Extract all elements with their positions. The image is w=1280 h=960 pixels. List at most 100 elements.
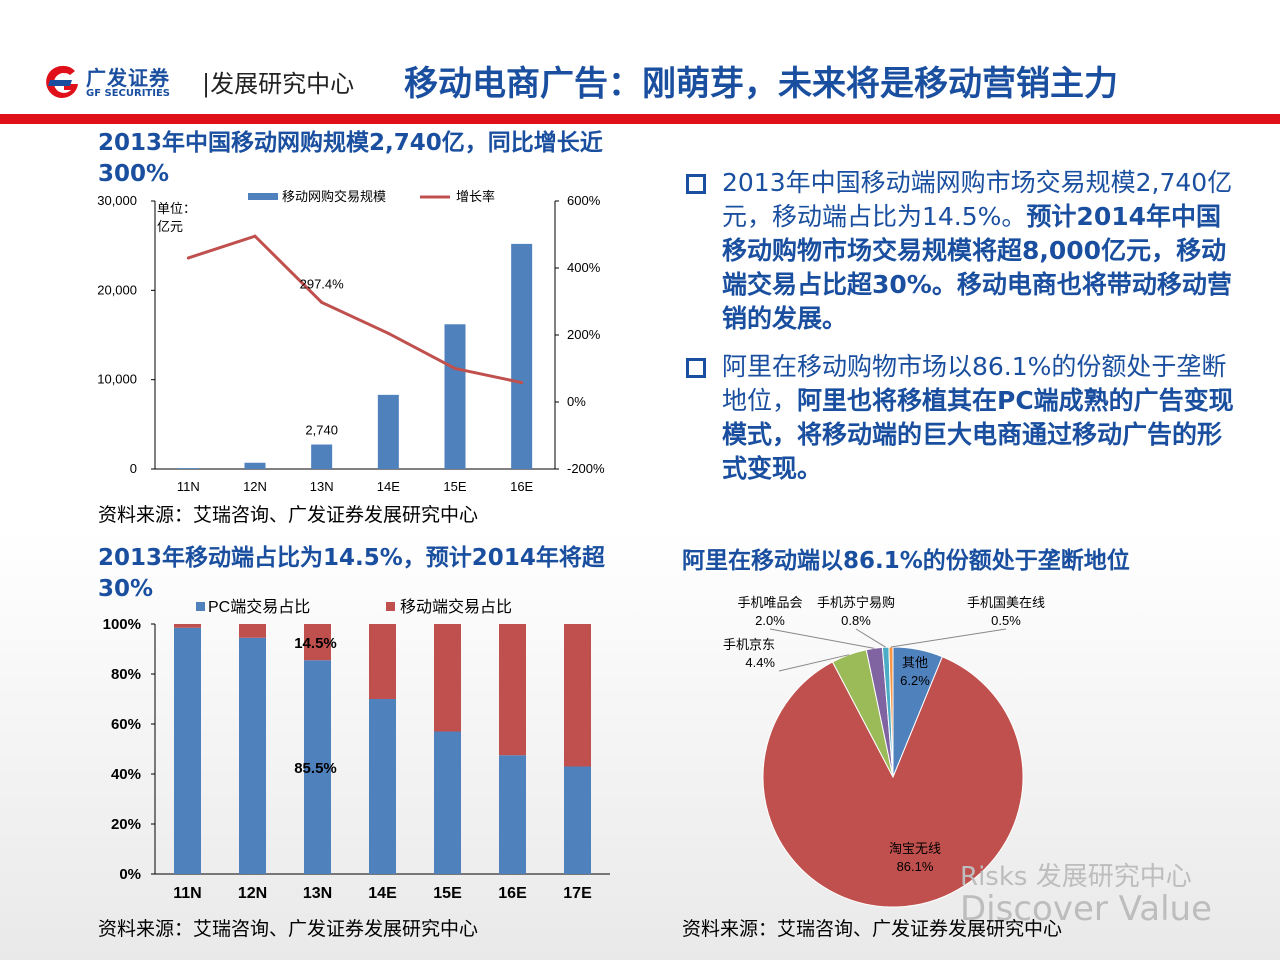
legend-swatch-pc — [196, 602, 205, 611]
chart2-mobile-share-stacked: 0% 20% 40% 60% 80% 100% 11N 12N 13N 14E 15E 16E 17E 1… — [103, 598, 610, 902]
growth-point — [320, 300, 324, 304]
gf-logo-icon — [46, 65, 78, 98]
slice-label: 86.1% — [897, 859, 934, 874]
slice-label: 0.8% — [841, 613, 871, 628]
x-tick-label: 11N — [173, 885, 201, 902]
chart2-source: 资料来源：艾瑞咨询、广发证券发展研究中心 — [98, 918, 479, 940]
gf-logo: 广发证券 GF SECURITIES — [42, 60, 192, 104]
y-tick-label: 30,000 — [97, 193, 137, 208]
y-tick-label: 20% — [111, 816, 141, 833]
y-tick-label: 40% — [111, 766, 141, 783]
bullet-2-text: 阿里在移动购物市场以86.1%的份额处于垄断地位， — [722, 352, 1227, 415]
x-tick-label: 12N — [238, 885, 267, 902]
legend-label: PC端交易占比 — [208, 598, 310, 616]
slice-name: 淘宝无线 — [889, 841, 941, 856]
bullet-square-icon — [686, 174, 706, 194]
bar-mobile — [369, 624, 396, 699]
bar-mobile — [239, 624, 266, 638]
x-tick-label: 11N — [177, 479, 200, 494]
bar-mobile — [434, 624, 461, 732]
bar — [244, 462, 266, 469]
slice-name: 手机京东 — [723, 637, 775, 652]
bar-pc — [239, 637, 266, 874]
legend-label: 增长率 — [456, 189, 495, 204]
x-tick-label: 13N — [303, 885, 332, 902]
growth-point — [253, 234, 257, 238]
legend-label: 移动网购交易规模 — [282, 189, 386, 204]
x-tick-label: 17E — [563, 885, 592, 902]
x-tick-label: 14E — [368, 885, 397, 902]
leader-line — [769, 628, 875, 649]
growth-point — [520, 381, 524, 385]
leader-line — [855, 628, 886, 648]
x-tick-label: 14E — [377, 479, 400, 494]
brand-name-en: GF SECURITIES — [86, 88, 171, 99]
y-tick-label: 0 — [130, 461, 137, 476]
department-name: |发展研究中心 — [202, 70, 355, 98]
key-points: 2013年中国移动端网购市场交易规模2,740亿元，移动端占比为14.5%。预计… — [684, 166, 1244, 500]
chart2-title: 2013年移动端占比为14.5%，预计2014年将超30% — [98, 545, 605, 602]
chart1-source: 资料来源：艾瑞咨询、广发证券发展研究中心 — [98, 504, 479, 526]
x-tick-label: 12N — [243, 479, 267, 494]
bar-pc — [499, 755, 526, 874]
y2-tick-label: 600% — [567, 193, 601, 208]
slice-name: 手机唯品会 — [737, 595, 802, 610]
data-label: 2,740 — [305, 423, 338, 438]
slice-name: 手机苏宁易购 — [817, 595, 895, 610]
legend-label: 移动端交易占比 — [400, 598, 512, 616]
bar-mobile — [174, 624, 201, 628]
bar-mobile — [499, 624, 526, 756]
bar-pc — [564, 766, 591, 874]
chart3-market-share-pie: 其他 6.2% 淘宝无线 86.1% 手机京东 4.4% 手机唯品会 2.0% 手机苏宁易购 0.… — [723, 595, 1045, 908]
bar-pc — [434, 731, 461, 874]
chart3-source: 资料来源：艾瑞咨询、广发证券发展研究中心 — [682, 918, 1063, 940]
y-tick-label: 20,000 — [97, 282, 137, 297]
leader-line — [778, 654, 850, 672]
bar — [377, 394, 399, 469]
y2-tick-label: 0% — [567, 394, 586, 409]
title-divider — [0, 114, 1280, 124]
x-tick-label: 13N — [310, 479, 334, 494]
slice-label: 2.0% — [755, 613, 785, 628]
chart1-title: 2013年中国移动网购规模2,740亿，同比增长近300% — [98, 130, 603, 187]
slice-label: 0.5% — [991, 613, 1021, 628]
bar-mobile — [564, 624, 591, 767]
growth-point — [453, 367, 457, 370]
x-tick-label: 16E — [510, 479, 533, 494]
bar-mobile — [304, 624, 331, 661]
bullet-square-icon — [686, 358, 706, 378]
bullet-2: 阿里在移动购物市场以86.1%的份额处于垄断地位，阿里也将移植其在PC端成熟的广… — [684, 350, 1244, 486]
bar-pc — [304, 660, 331, 874]
bar — [311, 444, 333, 469]
legend-swatch-mobile — [386, 602, 395, 611]
watermark-line2: Discover Value — [960, 889, 1213, 929]
page-title: 移动电商广告：刚萌芽，未来将是移动营销主力 — [404, 64, 1118, 104]
y2-tick-label: 400% — [567, 260, 601, 275]
y-tick-label: 0% — [119, 866, 141, 883]
data-label: 85.5% — [294, 760, 337, 777]
bar-pc — [369, 699, 396, 874]
slice-name: 其他 — [902, 655, 928, 670]
x-tick-label: 16E — [498, 885, 527, 902]
unit-label: 单位： — [157, 201, 196, 216]
watermark: Risks 发展研究中心 Discover Value — [960, 856, 1212, 929]
data-label: 14.5% — [294, 635, 337, 652]
legend-swatch-bar — [248, 193, 278, 200]
y-tick-label: 60% — [111, 716, 141, 733]
bullet-1: 2013年中国移动端网购市场交易规模2,740亿元，移动端占比为14.5%。预计… — [684, 166, 1244, 336]
y2-tick-label: 200% — [567, 327, 601, 342]
brand-name-cn: 广发证券 — [86, 66, 170, 90]
watermark-line1: Risks 发展研究中心 — [960, 862, 1192, 892]
x-tick-label: 15E — [433, 885, 462, 902]
y2-tick-label: -200% — [567, 461, 605, 476]
bar — [444, 324, 466, 469]
y-tick-label: 80% — [111, 666, 141, 683]
y-tick-label: 100% — [103, 616, 141, 633]
unit-label: 亿元 — [157, 219, 183, 234]
pie-slice — [762, 656, 1024, 908]
bullet-1-bold-text: 预计2014年中国移动购物市场交易规模将超8,000亿元，移动端交易占比超30%… — [722, 202, 1232, 333]
y-tick-label: 10,000 — [97, 372, 137, 387]
slice-label: 4.4% — [745, 655, 775, 670]
slice-label: 6.2% — [900, 673, 930, 688]
bullet-1-text: 2013年中国移动端网购市场交易规模2,740亿元，移动端占比为14.5%。 — [722, 168, 1233, 231]
